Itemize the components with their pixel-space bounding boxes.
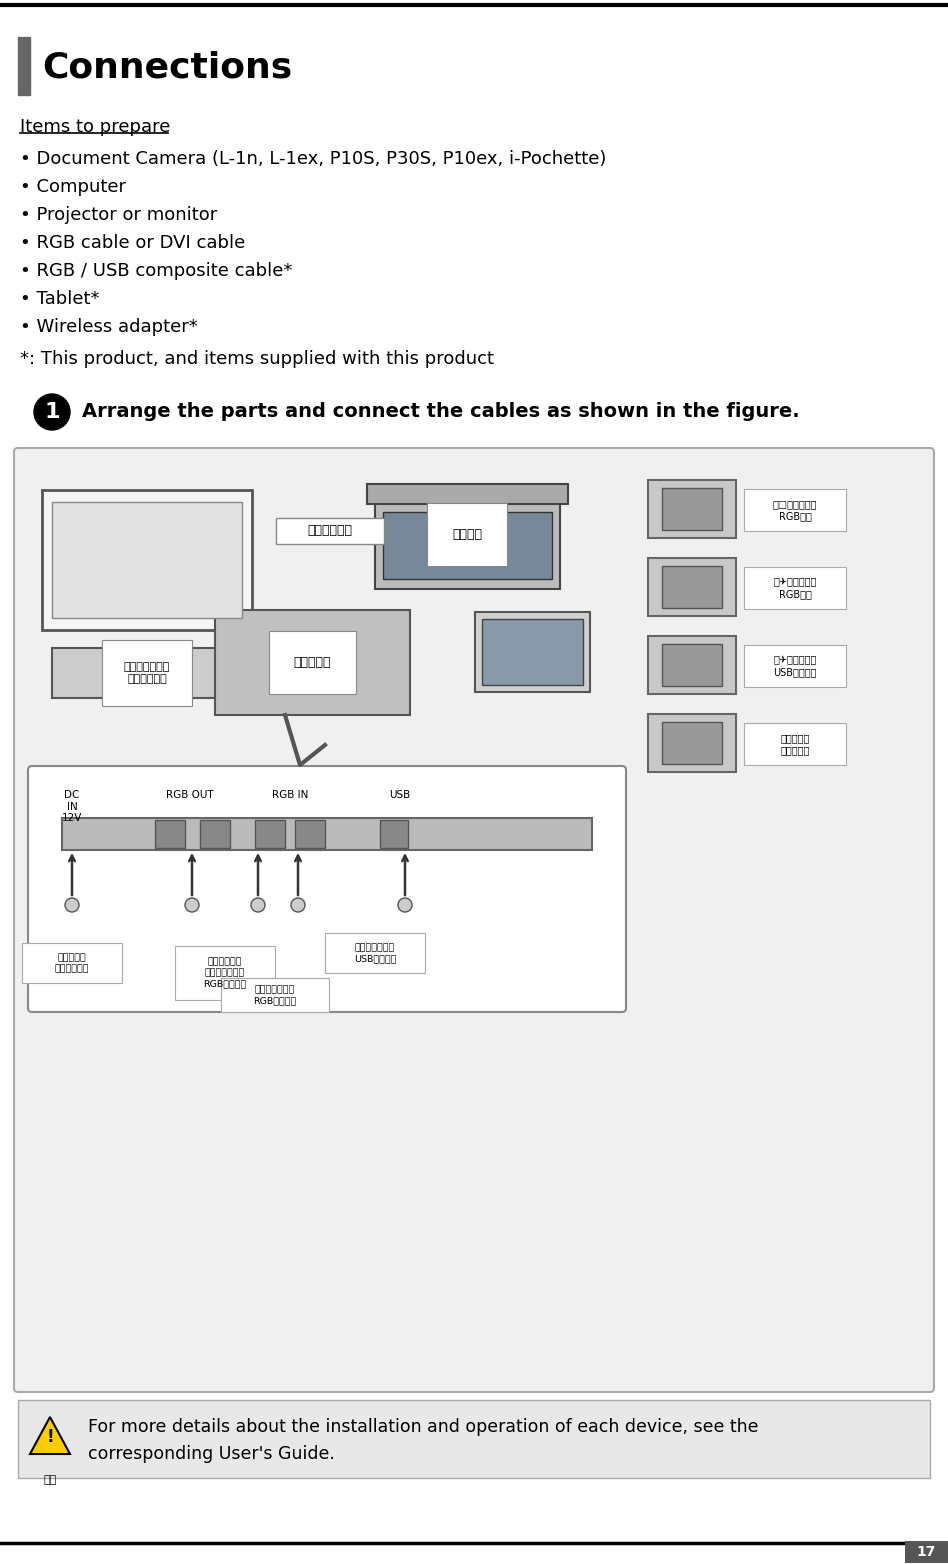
Text: 複合ケーブル: 複合ケーブル [307, 524, 353, 538]
Text: For more details about the installation and operation of each device, see the
co: For more details about the installation … [88, 1419, 758, 1462]
Bar [52, 647, 242, 698]
Text: • Computer: • Computer [20, 178, 126, 196]
Bar [648, 480, 736, 538]
Bar [155, 820, 185, 848]
Bar [383, 511, 552, 579]
Bar [367, 483, 568, 504]
Circle shape [291, 898, 305, 912]
Text: • Wireless adapter*: • Wireless adapter* [20, 317, 198, 336]
Text: • RGB cable or DVI cable: • RGB cable or DVI cable [20, 235, 246, 252]
Text: 書画カメラ: 書画カメラ [294, 655, 331, 668]
FancyBboxPatch shape [325, 934, 425, 973]
Text: • Document Camera (L-1n, L-1ex, P10S, P30S, P10ex, i-Pochette): • Document Camera (L-1n, L-1ex, P10S, P3… [20, 150, 607, 167]
Bar [380, 820, 408, 848]
Circle shape [398, 898, 412, 912]
FancyBboxPatch shape [221, 978, 329, 1012]
Bar [648, 637, 736, 694]
Text: RGB IN: RGB IN [272, 790, 308, 801]
FancyBboxPatch shape [744, 644, 846, 687]
Circle shape [251, 898, 265, 912]
Text: 複合ケーブルの
RGBケーブル: 複合ケーブルの RGBケーブル [253, 985, 297, 1006]
FancyBboxPatch shape [744, 490, 846, 532]
Text: *: This product, and items supplied with this product: *: This product, and items supplied with… [20, 350, 494, 368]
Text: ワイヤレス
アダプター: ワイヤレス アダプター [780, 734, 810, 755]
Bar [200, 820, 230, 848]
Bar [475, 612, 590, 691]
Text: 17: 17 [917, 1545, 936, 1559]
Text: DC
IN
12V: DC IN 12V [62, 790, 82, 823]
Bar [52, 502, 242, 618]
Text: Items to prepare: Items to prepare [20, 117, 171, 136]
FancyBboxPatch shape [22, 943, 122, 984]
Bar [662, 723, 722, 763]
Text: • RGB / USB composite cable*: • RGB / USB composite cable* [20, 263, 292, 280]
FancyBboxPatch shape [28, 766, 626, 1012]
Text: • Projector or monitor: • Projector or monitor [20, 206, 217, 224]
Bar [662, 488, 722, 530]
Bar [648, 558, 736, 616]
FancyBboxPatch shape [14, 447, 934, 1392]
FancyBboxPatch shape [276, 518, 384, 544]
Bar [42, 490, 252, 630]
Bar [295, 820, 325, 848]
Text: ［✈］マークの
RGB出力: ［✈］マークの RGB出力 [774, 577, 816, 599]
Bar [662, 644, 722, 687]
Text: • Tablet*: • Tablet* [20, 289, 100, 308]
Text: パソコン: パソコン [452, 527, 483, 541]
Text: USB: USB [390, 790, 410, 801]
Circle shape [65, 898, 79, 912]
Circle shape [34, 394, 70, 430]
Text: 1: 1 [45, 402, 60, 422]
Bar [482, 619, 583, 685]
Text: ［✈］マークの
USBコネクタ: ［✈］マークの USBコネクタ [774, 655, 817, 677]
Text: !: ! [46, 1428, 54, 1447]
Text: プロジェクタ
又はモニターの
RGBケーブル: プロジェクタ 又はモニターの RGBケーブル [204, 957, 246, 988]
Text: ［□］マークの
RGB出力: ［□］マークの RGB出力 [773, 499, 817, 521]
Bar [648, 715, 736, 773]
Bar [905, 1541, 948, 1562]
FancyBboxPatch shape [744, 568, 846, 608]
Text: 書画カメラ
電源アダプタ: 書画カメラ 電源アダプタ [55, 952, 89, 973]
Text: 注意: 注意 [44, 1475, 57, 1484]
Bar [18, 1400, 930, 1478]
Text: RGB OUT: RGB OUT [166, 790, 214, 801]
Circle shape [185, 898, 199, 912]
Bar [255, 820, 285, 848]
Bar [62, 818, 592, 849]
Text: Arrange the parts and connect the cables as shown in the figure.: Arrange the parts and connect the cables… [82, 402, 799, 421]
Bar [662, 566, 722, 608]
Polygon shape [30, 1417, 70, 1455]
Text: 複合ケーブルの
USBケーブル: 複合ケーブルの USBケーブル [354, 943, 396, 963]
Bar [18, 38, 30, 95]
FancyBboxPatch shape [175, 946, 275, 999]
FancyBboxPatch shape [744, 723, 846, 765]
Bar [215, 610, 410, 715]
Text: Connections: Connections [42, 52, 292, 84]
Text: プロジェクター
又はモニター: プロジェクター 又はモニター [124, 662, 171, 683]
Bar [375, 502, 560, 590]
